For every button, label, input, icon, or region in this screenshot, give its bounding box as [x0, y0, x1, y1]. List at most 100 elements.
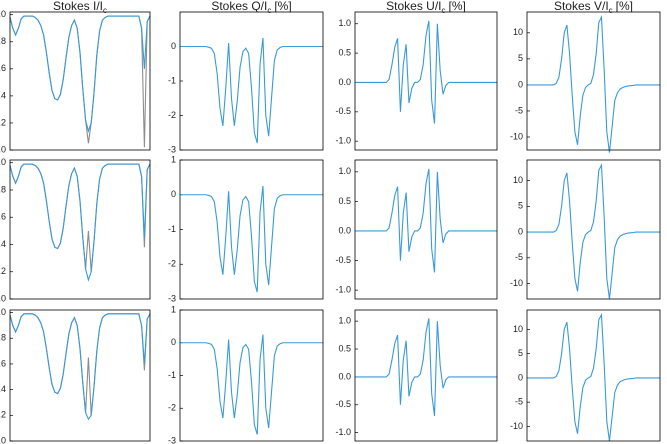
title-subscript: c [609, 6, 613, 15]
y-tick-label: 1.0 [0, 9, 6, 19]
y-tick-label: -1.0 [335, 285, 351, 295]
plot-frame [526, 159, 661, 300]
title-main: Stokes Q/I [211, 0, 267, 13]
y-tick-label: -5 [515, 252, 523, 262]
line-series [355, 168, 497, 273]
plot-frame [354, 11, 498, 151]
y-tick-label: -3 [168, 293, 176, 303]
line-series [9, 15, 151, 148]
y-tick-label: 0.8 [0, 36, 6, 46]
panel-title: Stokes I/Ic [53, 0, 107, 15]
y-tick-label: 0.4 [0, 384, 6, 394]
title-unit: [%] [274, 0, 291, 13]
y-tick-label: 0.6 [0, 358, 6, 368]
y-tick-label: -10 [510, 421, 523, 431]
y-tick-label: -2 [168, 259, 176, 269]
y-tick-label: 5 [518, 201, 523, 211]
plot-frame [526, 11, 661, 151]
title-main: Stokes V/I [554, 0, 609, 13]
y-tick-label: 0.0 [338, 225, 351, 235]
line-series [9, 313, 151, 416]
plot-frame [9, 11, 151, 151]
title-subscript: c [103, 6, 107, 15]
y-tick-label: -1 [168, 224, 176, 234]
plot-frame [9, 309, 151, 442]
line-series [9, 163, 151, 272]
y-tick-label: -3 [168, 435, 176, 444]
y-tick-label: 0.0 [338, 371, 351, 381]
y-tick-label: 5 [518, 53, 523, 63]
y-tick-label: 10 [513, 175, 523, 185]
y-tick-label: -10 [510, 131, 523, 141]
title-subscript: c [267, 6, 271, 15]
y-tick-label: 1.0 [0, 157, 6, 167]
y-tick-label: 0.0 [0, 435, 6, 444]
y-tick-label: 10 [513, 27, 523, 37]
y-tick-label: 1.0 [338, 166, 351, 176]
y-tick-label: -1 [168, 75, 176, 85]
y-tick-label: 1.0 [338, 316, 351, 326]
y-tick-label: 1 [171, 304, 176, 314]
line-series [180, 334, 323, 435]
title-unit: [%] [449, 0, 466, 13]
line-series [9, 313, 151, 421]
y-tick-label: 0.6 [0, 212, 6, 222]
plot-frame [526, 309, 661, 442]
line-series [9, 163, 151, 282]
y-tick-label: 0 [518, 226, 523, 236]
y-tick-label: 0.2 [0, 266, 6, 276]
panel-title: Stokes V/Ic [%] [554, 0, 633, 15]
y-tick-label: 5 [518, 348, 523, 358]
line-series [180, 37, 323, 144]
line-series [9, 15, 151, 133]
y-tick-label: 0.4 [0, 239, 6, 249]
y-tick-label: 0 [171, 41, 176, 51]
y-tick-label: -3 [168, 144, 176, 154]
y-tick-label: 1.0 [0, 307, 6, 317]
y-tick-label: 0.0 [0, 293, 6, 303]
y-tick-label: -2 [168, 110, 176, 120]
y-tick-label: 0 [518, 79, 523, 89]
y-tick-label: 0.5 [338, 196, 351, 206]
y-tick-label: 0.0 [0, 144, 6, 154]
y-tick-label: 0.5 [338, 47, 351, 57]
y-tick-label: 0.2 [0, 410, 6, 420]
y-tick-label: 0 [518, 372, 523, 382]
plot-frame [179, 309, 324, 442]
plot-frame [9, 159, 151, 300]
y-tick-label: 0.6 [0, 63, 6, 73]
line-series [527, 163, 660, 300]
line-series [527, 15, 660, 153]
plot-frame [354, 309, 498, 442]
y-tick-label: 0.4 [0, 90, 6, 100]
y-tick-label: 0.0 [338, 77, 351, 87]
y-tick-label: 1 [171, 154, 176, 164]
line-series [180, 186, 323, 293]
y-tick-label: -0.5 [335, 255, 351, 265]
y-tick-label: -0.5 [335, 106, 351, 116]
line-series [527, 312, 660, 442]
plot-frame [179, 159, 324, 300]
title-main: Stokes I/I [53, 0, 103, 13]
y-tick-label: -5 [515, 105, 523, 115]
y-tick-label: -1.0 [335, 427, 351, 437]
y-tick-label: 0 [171, 189, 176, 199]
y-tick-label: -1 [168, 370, 176, 380]
panel-title: Stokes U/Ic [%] [386, 0, 466, 15]
y-tick-label: 0.5 [338, 343, 351, 353]
y-tick-label: 0.2 [0, 117, 6, 127]
y-tick-label: 1.0 [338, 18, 351, 28]
title-unit: [%] [616, 0, 633, 13]
y-tick-label: -10 [510, 278, 523, 288]
y-tick-label: 0 [171, 337, 176, 347]
panel-title: Stokes Q/Ic [%] [211, 0, 291, 15]
title-main: Stokes U/I [386, 0, 441, 13]
line-series [355, 20, 497, 124]
plot-frame [354, 159, 498, 300]
plot-frame [179, 11, 324, 151]
y-tick-label: -0.5 [335, 399, 351, 409]
title-subscript: c [442, 6, 446, 15]
y-tick-label: -5 [515, 397, 523, 407]
